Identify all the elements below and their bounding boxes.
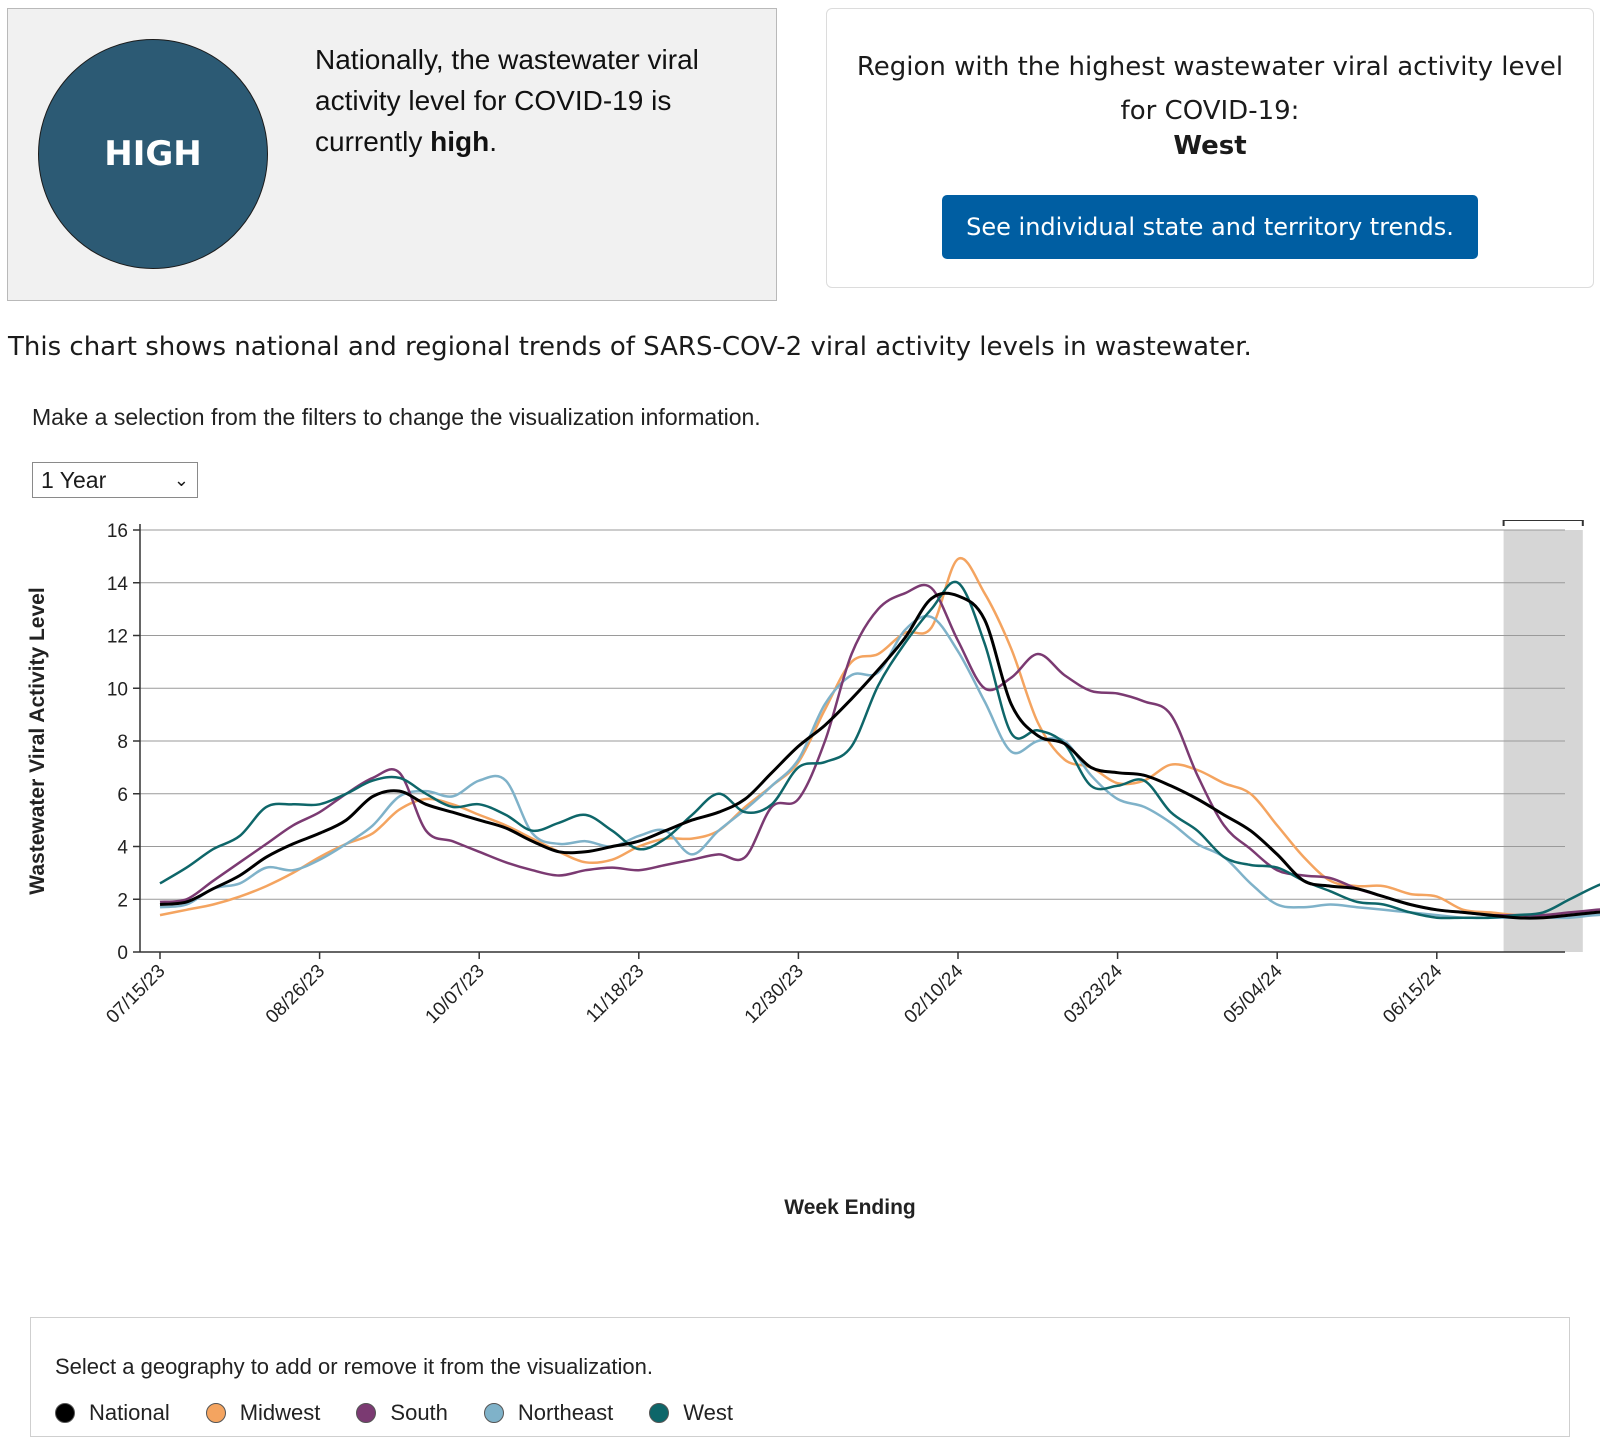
national-level-sentence: Nationally, the wastewater viral activit… bbox=[315, 44, 699, 157]
legend-label: West bbox=[683, 1400, 734, 1425]
national-level-text: Nationally, the wastewater viral activit… bbox=[315, 39, 735, 162]
filter-hint: Make a selection from the filters to cha… bbox=[32, 404, 761, 430]
x-axis-title: Week Ending bbox=[784, 1196, 915, 1219]
level-badge-label: HIGH bbox=[104, 134, 202, 174]
geography-legend: Select a geography to add or remove it f… bbox=[30, 1317, 1570, 1437]
y-axis-title: Wastewater Viral Activity Level bbox=[26, 587, 49, 894]
y-tick-label: 14 bbox=[107, 574, 129, 595]
legend-item-south[interactable]: South bbox=[356, 1400, 448, 1426]
y-tick-label: 8 bbox=[117, 732, 128, 753]
legend-item-northeast[interactable]: Northeast bbox=[483, 1400, 614, 1426]
x-tick-label: 03/23/24 bbox=[1060, 960, 1127, 1027]
legend-label: Midwest bbox=[239, 1400, 321, 1425]
x-tick-label: 07/15/23 bbox=[102, 961, 169, 1028]
chevron-down-icon: ⌄ bbox=[173, 470, 189, 490]
y-tick-label: 10 bbox=[107, 679, 128, 700]
y-tick-label: 4 bbox=[117, 838, 128, 859]
legend-swatch bbox=[649, 1403, 670, 1423]
x-tick-label: 12/30/23 bbox=[741, 961, 808, 1028]
national-level-value: high bbox=[430, 126, 490, 157]
legend-swatch bbox=[55, 1403, 75, 1423]
legend-swatch bbox=[483, 1403, 504, 1423]
national-level-period: . bbox=[489, 126, 498, 157]
series-line-national bbox=[159, 591, 1600, 920]
series-line-west bbox=[159, 580, 1600, 920]
state-trends-button[interactable]: See individual state and territory trend… bbox=[942, 195, 1478, 259]
y-tick-label: 6 bbox=[117, 785, 128, 806]
wastewater-line-chart: 0 2 4 6 8 10 12 14 16 07/15/23 08/26/23 10/07/23 11/… bbox=[26, 520, 1600, 1219]
chart-intro-text: This chart shows national and regional t… bbox=[8, 332, 1252, 362]
legend-swatch bbox=[205, 1403, 226, 1423]
national-level-card: HIGH Nationally, the wastewater viral ac… bbox=[7, 8, 777, 301]
legend-items: National Midwest South Northeast West bbox=[55, 1400, 733, 1426]
series-line-south bbox=[159, 583, 1600, 917]
legend-label: Northeast bbox=[517, 1400, 614, 1425]
series-line-midwest bbox=[159, 556, 1600, 917]
x-tick-label: 08/26/23 bbox=[262, 961, 329, 1028]
x-tick-label: 05/04/24 bbox=[1220, 960, 1287, 1027]
time-range-select[interactable]: 1 Year ⌄ bbox=[32, 462, 198, 498]
x-tick-label: 02/10/24 bbox=[900, 960, 967, 1027]
legend-label: National bbox=[89, 1400, 170, 1425]
x-tick-label: 10/07/23 bbox=[422, 961, 489, 1028]
legend-item-midwest[interactable]: Midwest bbox=[205, 1400, 321, 1426]
y-tick-label: 12 bbox=[107, 627, 128, 648]
time-range-selected: 1 Year bbox=[41, 467, 107, 493]
legend-label: South bbox=[390, 1400, 448, 1425]
series-line-northeast bbox=[159, 614, 1600, 920]
legend-hint: Select a geography to add or remove it f… bbox=[55, 1354, 653, 1379]
level-badge: HIGH bbox=[38, 39, 268, 269]
y-tick-label: 2 bbox=[117, 890, 128, 911]
highest-region-heading: Region with the highest wastewater viral… bbox=[856, 52, 1564, 126]
legend-swatch bbox=[356, 1403, 377, 1423]
x-tick-label: 06/15/24 bbox=[1379, 960, 1446, 1027]
highest-region-card: Region with the highest wastewater viral… bbox=[826, 8, 1594, 288]
highest-region-name: West bbox=[1173, 131, 1247, 161]
y-tick-label: 16 bbox=[107, 521, 128, 542]
x-tick-label: 11/18/23 bbox=[582, 961, 648, 1027]
legend-item-west[interactable]: West bbox=[649, 1400, 733, 1426]
y-tick-label: 0 bbox=[117, 943, 128, 964]
legend-item-national[interactable]: National bbox=[55, 1400, 170, 1426]
